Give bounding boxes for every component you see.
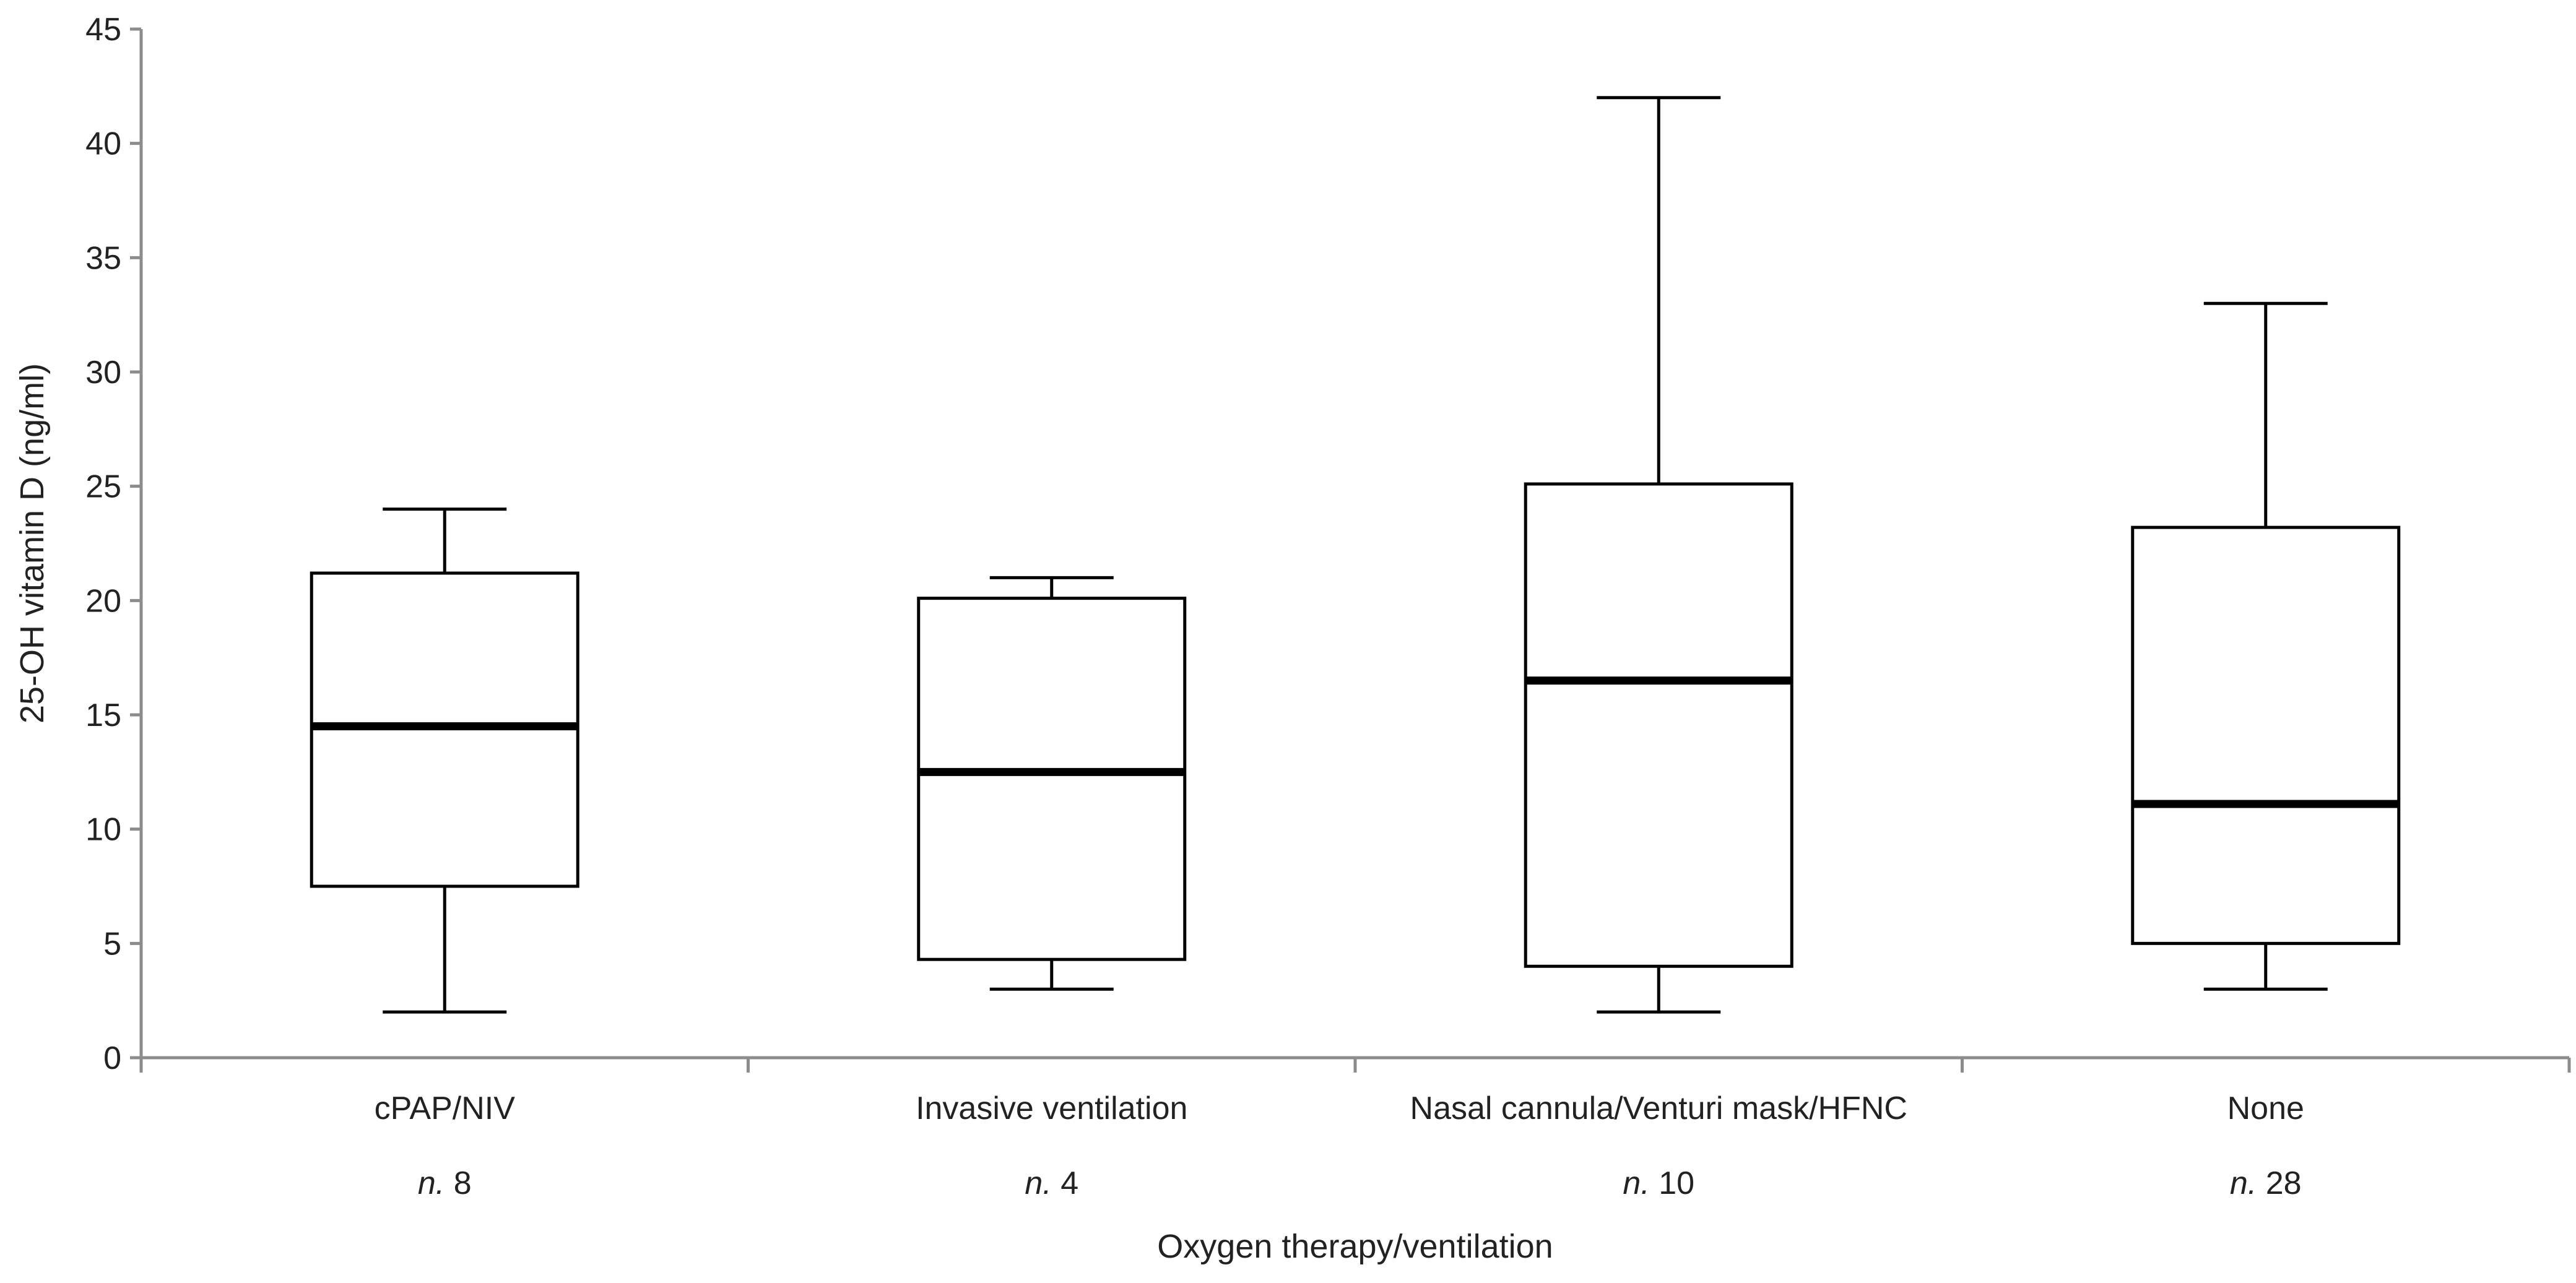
y-tick-label: 25 xyxy=(85,469,121,505)
y-tick-label: 0 xyxy=(103,1040,121,1076)
x-category-label: Invasive ventilation xyxy=(916,1091,1187,1126)
y-ticks: 0 5 10 15 20 25 30 35 40 45 xyxy=(85,12,141,1076)
n-count-label: n. 8 xyxy=(418,1165,472,1201)
iqr-box xyxy=(917,597,1187,961)
iqr-box xyxy=(1524,482,1793,968)
n-count-label: n. 10 xyxy=(1623,1165,1694,1201)
n-prefix: n. xyxy=(2230,1165,2257,1201)
x-category-label: None xyxy=(2227,1091,2304,1126)
box-0 xyxy=(310,508,579,1014)
n-value: 28 xyxy=(2257,1165,2301,1201)
x-category-label: cPAP/NIV xyxy=(375,1091,516,1126)
n-value: 4 xyxy=(1052,1165,1078,1201)
box-1 xyxy=(917,576,1187,991)
y-tick-label: 30 xyxy=(85,355,121,391)
x-labels: cPAP/NIV n. 8 Invasive ventilation n. 4 Nasa… xyxy=(375,1091,2304,1201)
n-count-label: n. 28 xyxy=(2230,1165,2302,1201)
y-tick-label: 20 xyxy=(85,583,121,619)
y-tick-label: 15 xyxy=(85,698,121,733)
x-category-label: Nasal cannula/Venturi mask/HFNC xyxy=(1410,1091,1907,1126)
x-axis-title: Oxygen therapy/ventilation xyxy=(1157,1228,1553,1265)
n-value: 10 xyxy=(1650,1165,1694,1201)
n-count-label: n. 4 xyxy=(1025,1165,1078,1201)
y-axis-title: 25-OH vitamin D (ng/ml) xyxy=(14,363,51,724)
y-tick-label: 35 xyxy=(85,240,121,276)
y-tick-label: 5 xyxy=(103,926,121,962)
n-prefix: n. xyxy=(1025,1165,1051,1201)
boxes xyxy=(310,96,2401,1014)
x-ticks xyxy=(139,1058,2571,1073)
y-tick-label: 40 xyxy=(85,126,121,162)
box-2 xyxy=(1524,96,1793,1014)
n-value: 8 xyxy=(445,1165,471,1201)
y-tick-label: 10 xyxy=(85,812,121,848)
n-prefix: n. xyxy=(418,1165,445,1201)
n-prefix: n. xyxy=(1623,1165,1649,1201)
box-3 xyxy=(2131,301,2401,991)
iqr-box xyxy=(2131,525,2401,945)
y-tick-label: 45 xyxy=(85,12,121,48)
